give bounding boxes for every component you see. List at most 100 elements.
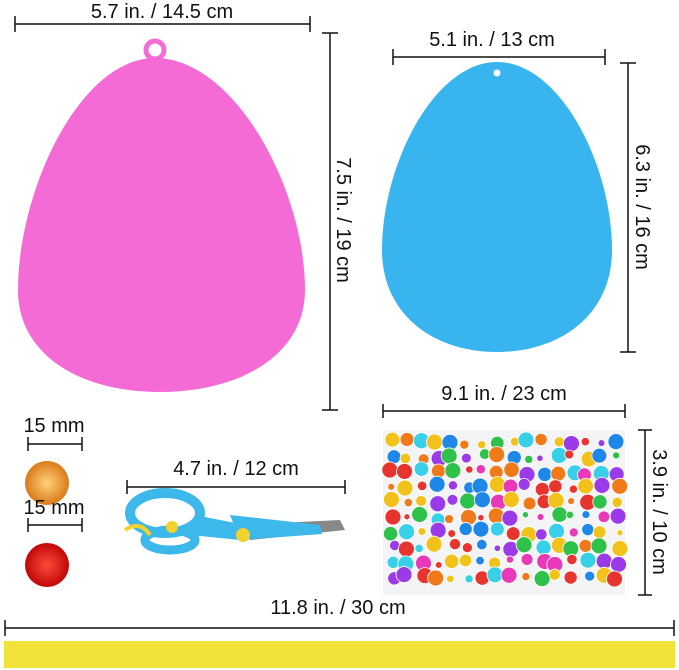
gem xyxy=(427,569,445,587)
gem xyxy=(568,527,579,538)
blue-egg-height-label: 6.3 in. / 16 cm xyxy=(631,144,653,270)
gem xyxy=(461,452,472,464)
gem xyxy=(396,479,414,497)
gem xyxy=(534,432,548,447)
gem xyxy=(474,491,491,509)
gem xyxy=(475,555,485,566)
gem xyxy=(522,496,537,511)
gem xyxy=(416,480,428,492)
gem xyxy=(472,520,490,538)
gem xyxy=(415,495,428,507)
gem xyxy=(471,477,489,495)
gem xyxy=(486,566,504,584)
gem xyxy=(551,506,568,523)
gem xyxy=(611,540,629,557)
gem xyxy=(524,454,534,464)
gem xyxy=(465,465,474,474)
gem xyxy=(564,449,575,460)
gem xyxy=(501,509,519,527)
gem xyxy=(563,435,580,452)
scissors xyxy=(123,488,345,555)
gem xyxy=(548,522,565,540)
gem xyxy=(396,463,413,480)
gem xyxy=(384,431,401,448)
gem xyxy=(584,570,596,582)
gem xyxy=(533,570,551,587)
gem-sheet-height-dimension xyxy=(638,429,652,596)
gem xyxy=(447,480,459,491)
gem xyxy=(429,521,447,539)
gem xyxy=(548,479,563,494)
gem xyxy=(567,497,575,505)
gem xyxy=(550,465,567,482)
gem xyxy=(547,492,565,509)
scissors-length-dimension xyxy=(126,480,346,494)
gem xyxy=(444,514,454,524)
gem xyxy=(537,466,553,482)
gem xyxy=(517,431,535,449)
gem xyxy=(411,506,428,523)
gem xyxy=(521,572,531,582)
gem xyxy=(515,536,533,554)
gem xyxy=(597,510,611,523)
gem xyxy=(563,570,578,585)
gem xyxy=(612,451,621,460)
gem xyxy=(607,433,625,451)
pink-egg-height-dimension xyxy=(322,32,338,411)
gem xyxy=(536,454,544,462)
red-pompom xyxy=(25,543,69,587)
gem xyxy=(606,570,623,588)
gem xyxy=(534,481,550,497)
gem xyxy=(397,540,415,558)
gem xyxy=(417,527,427,536)
gem xyxy=(593,476,611,494)
gem xyxy=(581,510,591,520)
gem xyxy=(477,440,487,450)
gem xyxy=(591,447,608,464)
gem xyxy=(399,432,415,447)
gem xyxy=(536,513,545,521)
gem xyxy=(386,555,400,569)
gem xyxy=(502,491,520,508)
ribbon-length-dimension xyxy=(4,620,675,636)
gem xyxy=(505,555,515,564)
gem xyxy=(434,561,443,569)
gem xyxy=(461,542,473,554)
gem xyxy=(579,551,597,569)
gem xyxy=(425,535,443,553)
blue-egg-height-dimension xyxy=(620,62,636,353)
gem xyxy=(387,482,396,491)
gem xyxy=(520,553,534,566)
gem xyxy=(476,538,488,551)
gem xyxy=(403,513,411,521)
gem xyxy=(384,508,402,526)
gem xyxy=(444,462,462,480)
gem xyxy=(399,452,412,465)
gem xyxy=(566,553,578,566)
blue-egg-width-dimension xyxy=(392,49,606,65)
gem xyxy=(381,461,399,479)
gem xyxy=(477,514,485,522)
gem xyxy=(488,446,506,463)
gem xyxy=(459,439,470,450)
gem xyxy=(464,574,474,584)
pink-egg-width-dimension xyxy=(14,16,311,32)
gem xyxy=(592,525,607,539)
gem xyxy=(429,495,447,513)
gem-sheet-width-dimension xyxy=(382,404,626,418)
gem xyxy=(398,523,415,541)
gem xyxy=(553,436,565,448)
blue-egg-width-label: 5.1 in. / 13 cm xyxy=(429,29,555,51)
gem-sheet-width-label: 9.1 in. / 23 cm xyxy=(441,383,567,405)
gem xyxy=(609,507,627,525)
gem xyxy=(414,543,424,554)
blue-egg xyxy=(382,62,612,352)
gem xyxy=(592,494,608,510)
gem xyxy=(535,528,548,541)
gem xyxy=(595,552,613,570)
gem xyxy=(505,526,521,541)
gem xyxy=(590,537,608,555)
yellow-ribbon xyxy=(4,641,675,668)
gem xyxy=(503,461,520,478)
gem xyxy=(446,493,459,506)
